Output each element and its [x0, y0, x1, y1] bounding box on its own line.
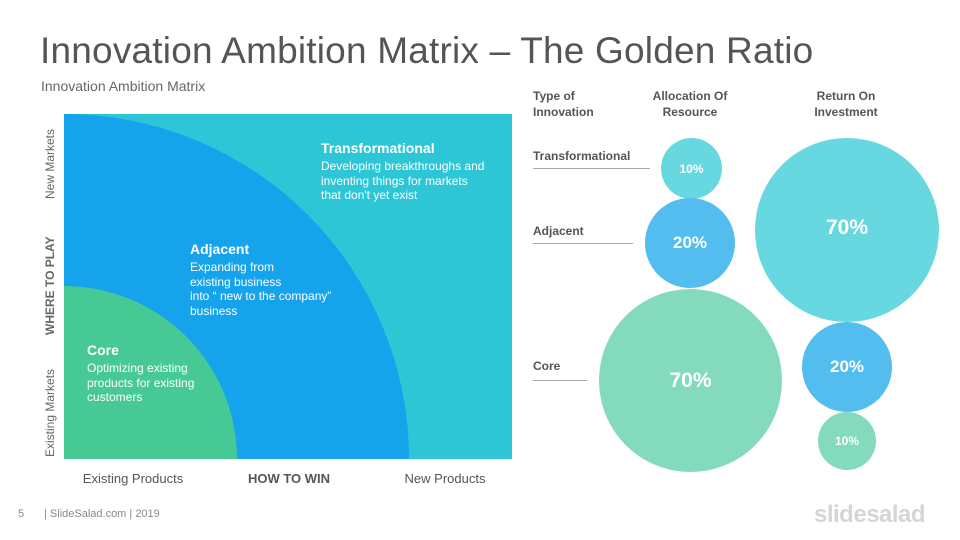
row-rule-core	[533, 380, 587, 381]
zone-transformational-description: Developing breakthroughs and inventing t…	[321, 159, 485, 202]
row-rule-adjacent	[533, 243, 633, 244]
x-axis-title: HOW TO WIN	[247, 471, 331, 486]
zone-core-area	[64, 286, 237, 459]
allocation-bubble-core: 70%	[599, 289, 782, 472]
x-axis-left-label: Existing Products	[82, 471, 184, 486]
brand-logo: slidesalad	[814, 501, 926, 528]
x-axis-right-label: New Products	[404, 471, 486, 486]
zone-core: Core Optimizing existing products for ex…	[87, 342, 194, 405]
row-label-transformational: Transformational	[533, 149, 631, 163]
page-number: 5	[18, 508, 25, 520]
page-subtitle: Innovation Ambition Matrix	[41, 78, 206, 94]
footer-text: | SlideSalad.com | 2019	[44, 508, 160, 520]
innovation-matrix: Transformational Developing breakthrough…	[64, 114, 512, 459]
y-axis-bottom-label: Existing Markets	[43, 368, 57, 457]
zone-transformational: Transformational Developing breakthrough…	[321, 140, 484, 203]
row-label-adjacent: Adjacent	[533, 224, 584, 238]
zone-transformational-title: Transformational	[321, 140, 435, 156]
allocation-bubble-transformational: 10%	[661, 138, 722, 199]
y-axis-top-label: New Markets	[43, 128, 57, 199]
zone-adjacent-description: Expanding from existing business into “ …	[190, 260, 332, 318]
roi-bubble-adjacent: 20%	[802, 322, 892, 412]
zone-adjacent-title: Adjacent	[190, 241, 250, 257]
allocation-bubble-adjacent: 20%	[645, 198, 735, 288]
roi-bubble-transformational: 70%	[755, 138, 939, 322]
roi-bubble-core: 10%	[818, 412, 876, 470]
header-type-of-innovation: Type of Innovation	[533, 89, 594, 119]
y-axis-title: WHERE TO PLAY	[43, 236, 57, 335]
zone-core-description: Optimizing existing products for existin…	[87, 361, 195, 404]
zone-adjacent: Adjacent Expanding from existing busines…	[190, 241, 331, 318]
page-title: Innovation Ambition Matrix – The Golden …	[40, 30, 814, 71]
row-rule-transformational	[533, 168, 650, 169]
roi-value-transformational: 70%	[825, 216, 869, 239]
zone-core-title: Core	[87, 342, 119, 358]
header-allocation-of-resource: Allocation Of Resource	[652, 89, 728, 119]
matrix-zones-graphic	[64, 114, 512, 459]
header-return-on-investment: Return On Investment	[814, 89, 878, 119]
row-label-core: Core	[533, 359, 561, 373]
